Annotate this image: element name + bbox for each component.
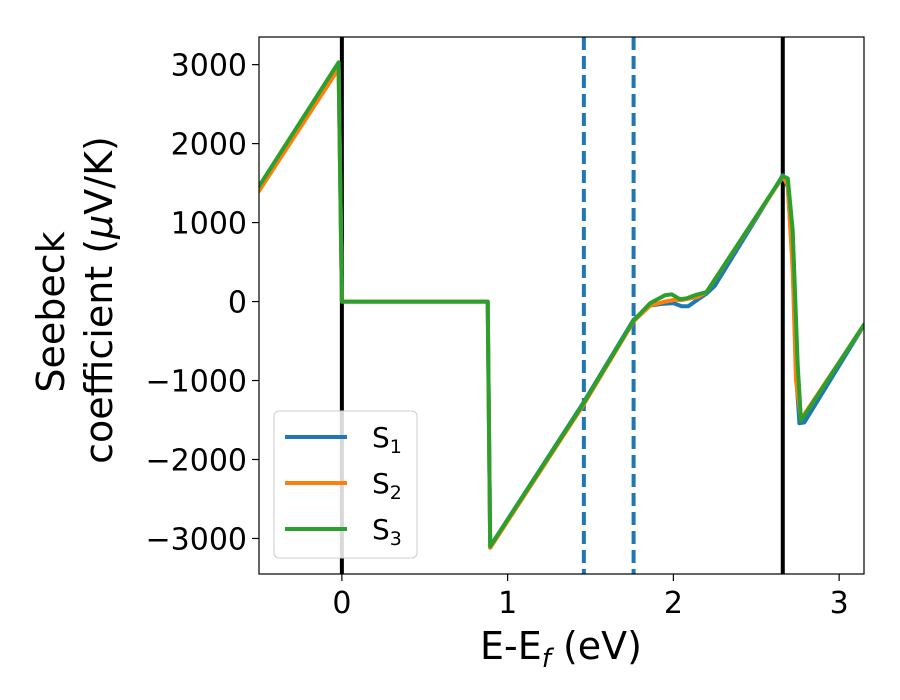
x-tick-label: 0 bbox=[332, 586, 351, 621]
y-axis-ticks: 3000 2000 1000 0 −1000 −2000 −3000 bbox=[146, 49, 259, 557]
series-lines bbox=[259, 60, 864, 550]
legend: S1 S2 S3 bbox=[273, 410, 418, 559]
series-line-S3 bbox=[259, 60, 864, 549]
x-axis-title: E-Ef (eV) bbox=[480, 624, 642, 674]
legend-label-S1: S1 bbox=[372, 421, 402, 458]
legend-label-S3: S3 bbox=[372, 513, 402, 550]
x-tick-label: 2 bbox=[664, 586, 683, 621]
x-axis-ticks: 0 1 2 3 bbox=[332, 574, 849, 621]
y-tick-label: −3000 bbox=[146, 522, 247, 557]
x-tick-label: 3 bbox=[830, 586, 849, 621]
y-tick-label: 1000 bbox=[171, 207, 247, 242]
y-axis-title-line1: Seebeck bbox=[29, 231, 73, 392]
x-tick-label: 1 bbox=[498, 586, 517, 621]
y-tick-label: −1000 bbox=[146, 365, 247, 400]
legend-label-S2: S2 bbox=[372, 467, 402, 504]
y-tick-label: −2000 bbox=[146, 443, 247, 478]
plot-frame bbox=[258, 36, 865, 575]
y-tick-label: 0 bbox=[228, 286, 247, 321]
y-axis-title-line2: coefficient (μV/K) bbox=[77, 136, 121, 464]
y-tick-label: 3000 bbox=[171, 49, 247, 84]
y-tick-label: 2000 bbox=[171, 128, 247, 163]
